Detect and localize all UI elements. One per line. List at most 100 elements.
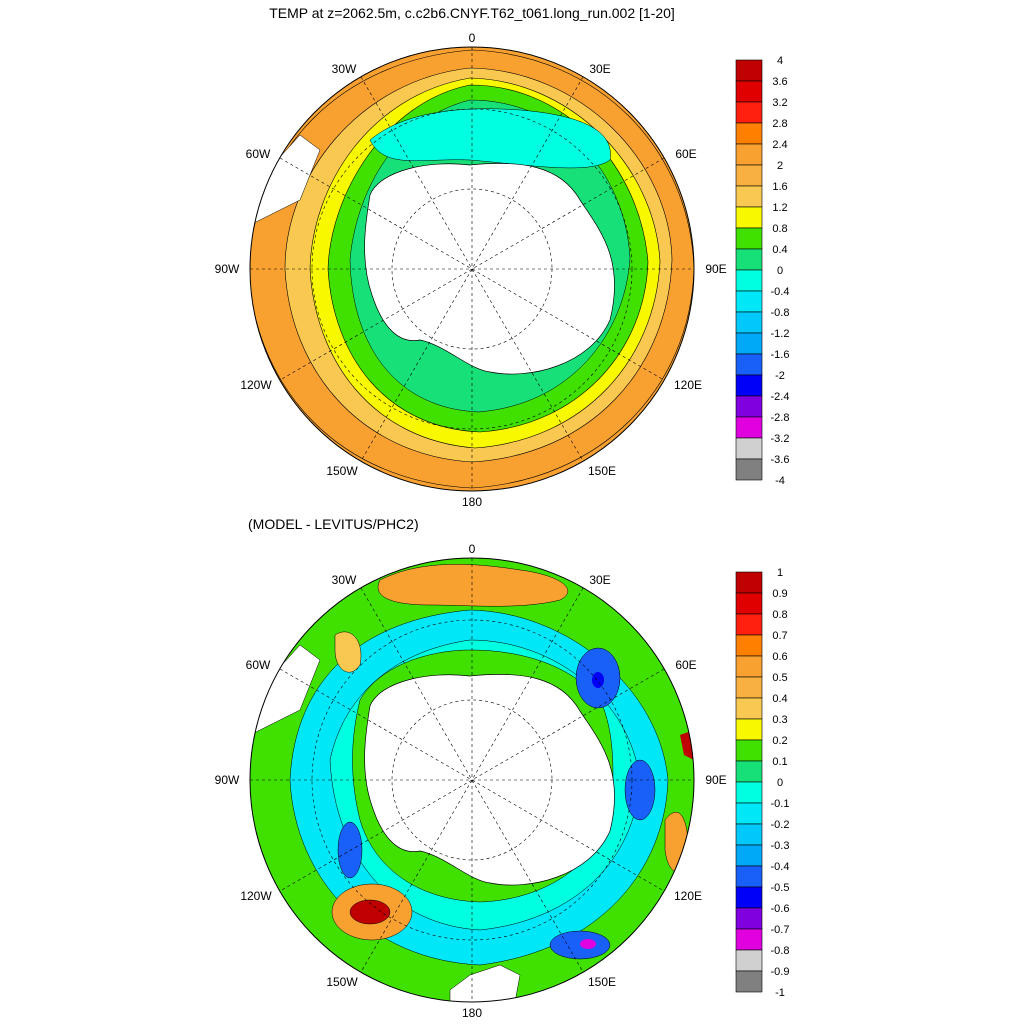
top-lon-90e: 90E: [705, 262, 726, 276]
bottom-lon-150e: 150E: [588, 975, 616, 989]
bottom-land-southamerica: [250, 644, 321, 736]
top-colorbar-swatch: [735, 80, 763, 103]
bottom-colorbar-swatch: [735, 697, 763, 720]
top-colorbar-label: 0.8: [772, 223, 787, 235]
top-colorbar-label: 2.4: [772, 139, 787, 151]
top-lon-60e: 60E: [675, 147, 696, 161]
top-colorbar-swatch: [735, 59, 763, 82]
bottom-colorbar-swatch: [735, 970, 763, 993]
bottom-colorbar-label: -0.4: [771, 861, 790, 873]
top-colorbar-swatch: [735, 332, 763, 355]
top-lon-150e: 150E: [588, 464, 616, 478]
bottom-colorbar-swatch: [735, 613, 763, 636]
bottom-colorbar-label: 0.2: [772, 735, 787, 747]
top-colorbar-label: 4: [777, 55, 783, 67]
bottom-lon-0: 0: [469, 542, 476, 556]
bottom-colorbar-label: 1: [777, 567, 783, 579]
top-colorbar-label: -4: [775, 475, 785, 487]
top-panel: TEMP at z=2062.5m, c.c2b6.CNYF.T62_t061.…: [215, 5, 790, 509]
top-colorbar-swatch: [735, 206, 763, 229]
top-colorbar-swatch: [735, 227, 763, 250]
bottom-colorbar-label: -0.5: [771, 882, 790, 894]
bottom-land-newzealand: [449, 964, 521, 1002]
top-title: TEMP at z=2062.5m, c.c2b6.CNYF.T62_t061.…: [269, 5, 675, 21]
bottom-lon-180: 180: [462, 1006, 482, 1020]
bottom-colorbar-swatch: [735, 655, 763, 678]
bottom-colorbar-label: -0.2: [771, 819, 790, 831]
bottom-colorbar-swatch: [735, 760, 763, 783]
bottom-colorbar-swatch: [735, 739, 763, 762]
bottom-colorbar-label: 0.5: [772, 672, 787, 684]
bottom-colorbar-swatch: [735, 592, 763, 615]
top-colorbar-swatch: [735, 185, 763, 208]
bottom-lon-90e: 90E: [705, 773, 726, 787]
bottom-colorbar-label: 0.4: [772, 693, 787, 705]
bottom-title: (MODEL - LEVITUS/PHC2): [248, 516, 419, 532]
bottom-colorbar-label: 0.3: [772, 714, 787, 726]
bottom-anomaly-magenta: [580, 939, 596, 949]
top-colorbar-label: 0: [777, 265, 783, 277]
bottom-lon-30e: 30E: [589, 573, 610, 587]
bottom-colorbar-label: 0: [777, 777, 783, 789]
top-colorbar-label: -0.4: [771, 286, 790, 298]
bottom-land-antarctica: [364, 674, 615, 886]
top-colorbar-swatch: [735, 416, 763, 439]
bottom-colorbar-swatch: [735, 886, 763, 909]
top-colorbar-swatch: [735, 353, 763, 376]
top-colorbar-swatch: [735, 122, 763, 145]
bottom-colorbar: 1 0.9 0.8 0.7 0.6 0.5 0.4 0.3 0.2 0.1 0 -0.1 -0.2 -0.…: [735, 567, 790, 999]
top-colorbar-swatch: [735, 164, 763, 187]
bottom-colorbar-swatch: [735, 907, 763, 930]
bottom-colorbar-swatch: [735, 949, 763, 972]
bottom-colorbar-label: 0.6: [772, 651, 787, 663]
top-lon-120e: 120E: [674, 378, 702, 392]
top-colorbar-swatch: [735, 290, 763, 313]
bottom-colorbar-swatch: [735, 844, 763, 867]
bottom-colorbar-swatch: [735, 718, 763, 741]
top-colorbar-swatch: [735, 458, 763, 481]
top-colorbar-label: 1.6: [772, 181, 787, 193]
bottom-colorbar-label: -0.8: [771, 945, 790, 957]
top-lon-90w: 90W: [215, 262, 240, 276]
bottom-anomaly-blue-core-1: [592, 672, 604, 688]
top-colorbar-label: 0.4: [772, 244, 787, 256]
bottom-colorbar-swatch: [735, 802, 763, 825]
bottom-colorbar-label: -0.1: [771, 798, 790, 810]
bottom-anomaly-blue-2: [624, 759, 656, 821]
top-graticule: [250, 47, 694, 491]
top-colorbar-label: 3.6: [772, 76, 787, 88]
top-colorbar-label: 2: [777, 160, 783, 172]
top-lon-labels: 0 30W 30E 60W 60E 90W 90E 120W 120E 150W…: [215, 31, 727, 509]
bottom-colorbar-swatch: [735, 781, 763, 804]
top-lon-60w: 60W: [246, 147, 271, 161]
bottom-colorbar-label: -0.3: [771, 840, 790, 852]
top-lon-120w: 120W: [240, 378, 272, 392]
top-land-southamerica: [250, 134, 321, 226]
bottom-graticule: [250, 558, 694, 1002]
bottom-lon-30w: 30W: [332, 573, 357, 587]
top-colorbar-swatch: [735, 269, 763, 292]
bottom-colorbar-label: -1: [775, 987, 785, 999]
top-colorbar-label: -1.6: [771, 349, 790, 361]
bottom-colorbar-swatch: [735, 865, 763, 888]
top-lon-150w: 150W: [326, 464, 358, 478]
top-colorbar-label: 2.8: [772, 118, 787, 130]
top-colorbar-swatch: [735, 437, 763, 460]
top-colorbar-swatch: [735, 311, 763, 334]
bottom-anomaly-blue-3: [549, 930, 611, 960]
bottom-colorbar-swatch: [735, 676, 763, 699]
bottom-panel: (MODEL - LEVITUS/PHC2): [215, 516, 790, 1020]
top-colorbar-label: 3.2: [772, 97, 787, 109]
top-colorbar-swatch: [735, 101, 763, 124]
top-colorbar-swatch: [735, 395, 763, 418]
top-colorbar-label: -2.8: [771, 412, 790, 424]
bottom-lon-120e: 120E: [674, 889, 702, 903]
bottom-colorbar-swatch: [735, 571, 763, 594]
bottom-colorbar-swatch: [735, 634, 763, 657]
bottom-anomaly-blue-4: [337, 821, 363, 879]
top-colorbar-label: -2: [775, 370, 785, 382]
bottom-colorbar-label: 0.9: [772, 588, 787, 600]
bottom-lon-labels: 0 30W 30E 60W 60E 90W 90E 120W 120E 150W…: [215, 542, 727, 1020]
top-colorbar-label: -3.6: [771, 454, 790, 466]
